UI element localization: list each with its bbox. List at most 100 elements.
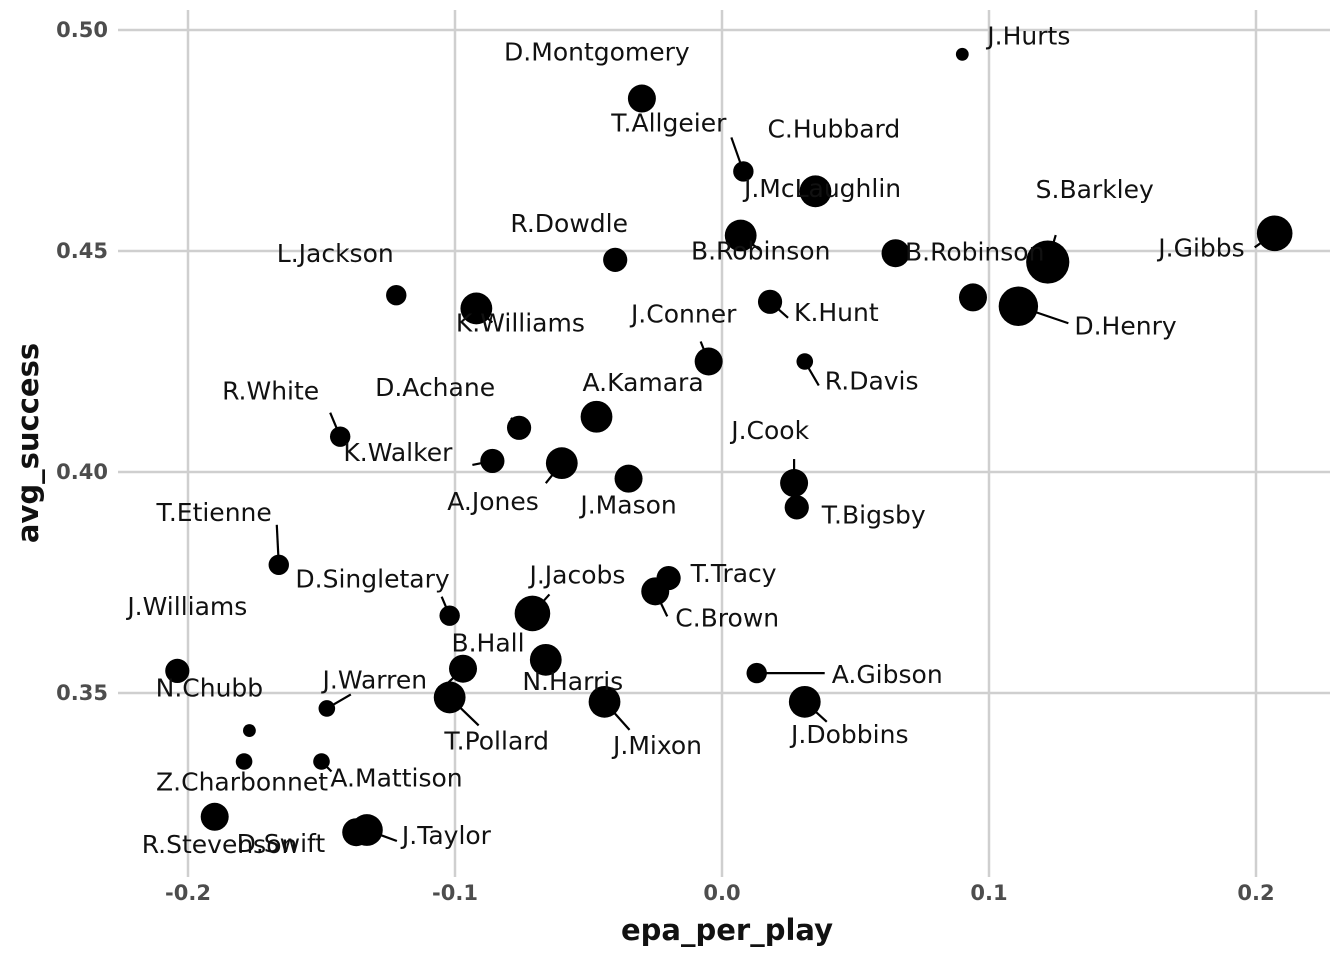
point-label: N.Harris (522, 667, 623, 696)
point-label: K.Williams (456, 308, 585, 337)
point-label: K.Walker (343, 438, 453, 467)
data-point (243, 724, 256, 737)
y-tick-label: 0.35 (56, 681, 108, 705)
y-tick-label: 0.40 (56, 460, 108, 484)
point-label: B.Robinson (905, 237, 1044, 266)
point-label: T.Bigsby (821, 500, 926, 529)
point-label: J.Gibbs (1156, 233, 1244, 262)
data-point (433, 681, 466, 714)
point-label: A.Kamara (583, 368, 704, 397)
grid (118, 10, 1330, 877)
point-label: D.Montgomery (504, 38, 690, 67)
data-point (955, 47, 969, 61)
data-point (439, 605, 460, 626)
point-label: R.Stevenson (142, 830, 298, 859)
data-point (614, 464, 643, 493)
data-point (788, 685, 821, 718)
point-label: J.Cook (729, 416, 809, 445)
point-label: T.Etienne (156, 498, 272, 527)
data-point (329, 426, 351, 447)
x-tick-label: 0.0 (703, 881, 740, 905)
data-point (480, 448, 505, 474)
data-point (350, 814, 383, 846)
data-point (588, 685, 621, 718)
data-point (694, 347, 723, 376)
data-point (627, 84, 656, 113)
data-point (733, 161, 754, 182)
x-tick-label: 0.1 (970, 881, 1007, 905)
point-label: J.Williams (125, 592, 247, 621)
point-label: D.Henry (1074, 311, 1177, 340)
point-label: C.Brown (675, 603, 779, 632)
data-point (506, 415, 532, 440)
point-label: A.Mattison (330, 764, 462, 793)
x-tick-label: 0.2 (1237, 881, 1274, 905)
point-label: N.Chubb (156, 674, 264, 703)
point-label: T.Pollard (443, 726, 549, 755)
point-label: J.Warren (321, 665, 428, 694)
data-point (603, 247, 628, 272)
data-point (724, 219, 757, 252)
point-label: A.Gibson (832, 660, 943, 689)
x-axis-title: epa_per_play (621, 913, 833, 947)
y-tick-label: 0.50 (56, 18, 108, 42)
point-label: R.Davis (825, 367, 919, 396)
data-point (514, 595, 551, 632)
data-point (268, 554, 289, 576)
point-label: J.Dobbins (789, 720, 908, 749)
point-label: R.White (222, 377, 319, 406)
point-label: J.Conner (629, 300, 737, 329)
data-point (460, 292, 493, 325)
data-point (998, 286, 1039, 326)
point-label: J.Jacobs (527, 560, 625, 589)
point-label: B.Hall (451, 629, 524, 658)
y-tick-labels: 0.35 0.40 0.45 0.50 (56, 18, 108, 705)
point-label: J.McLaughlin (742, 174, 901, 203)
point-label: L.Jackson (277, 239, 394, 268)
point-label: J.Mason (578, 491, 676, 520)
point-label: B.Robinson (691, 237, 830, 266)
point-label: J.Hurts (985, 21, 1070, 50)
point-label: D.Swift (237, 829, 326, 858)
x-tick-label: -0.2 (165, 881, 211, 905)
data-point (746, 662, 767, 684)
data-point (165, 658, 190, 684)
data-point (1256, 215, 1293, 252)
point-label: J.Mixon (611, 731, 702, 760)
point-label: Z.Charbonnet (156, 768, 328, 797)
data-point (449, 654, 478, 683)
point-label: T.Allgeier (610, 108, 727, 137)
data-point (757, 289, 783, 314)
point-label: K.Hunt (794, 298, 879, 327)
x-tick-label: -0.1 (432, 881, 478, 905)
data-point (313, 753, 330, 770)
data-point (881, 239, 910, 268)
point-labels: J.Hurts D.Montgomery T.Allgeier C.Hubbard J.… (125, 21, 1244, 858)
data-point (386, 285, 407, 306)
point-label: T.Tracy (690, 559, 777, 588)
data-point (200, 802, 229, 831)
point-label: D.Singletary (295, 565, 449, 594)
point-label: A.Jones (447, 487, 539, 516)
data-point (799, 175, 832, 208)
data-point (580, 400, 613, 433)
point-label: J.Taylor (400, 821, 492, 850)
y-axis-title: avg_success (11, 343, 45, 543)
data-point (958, 283, 987, 312)
data-point (796, 353, 814, 370)
data-point (784, 495, 809, 520)
point-label: D.Achane (375, 373, 495, 402)
data-point (641, 577, 670, 606)
point-label: R.Dowdle (510, 209, 628, 238)
data-point (780, 469, 809, 498)
data-point (235, 753, 253, 770)
data-point (1026, 240, 1070, 284)
data-point (529, 643, 562, 676)
point-label: S.Barkley (1036, 175, 1154, 204)
data-points (165, 47, 1293, 847)
y-tick-label: 0.45 (56, 239, 108, 263)
point-label: C.Hubbard (767, 114, 900, 143)
data-point (318, 700, 336, 717)
x-tick-labels: -0.2 -0.1 0.0 0.1 0.2 (165, 881, 1275, 905)
